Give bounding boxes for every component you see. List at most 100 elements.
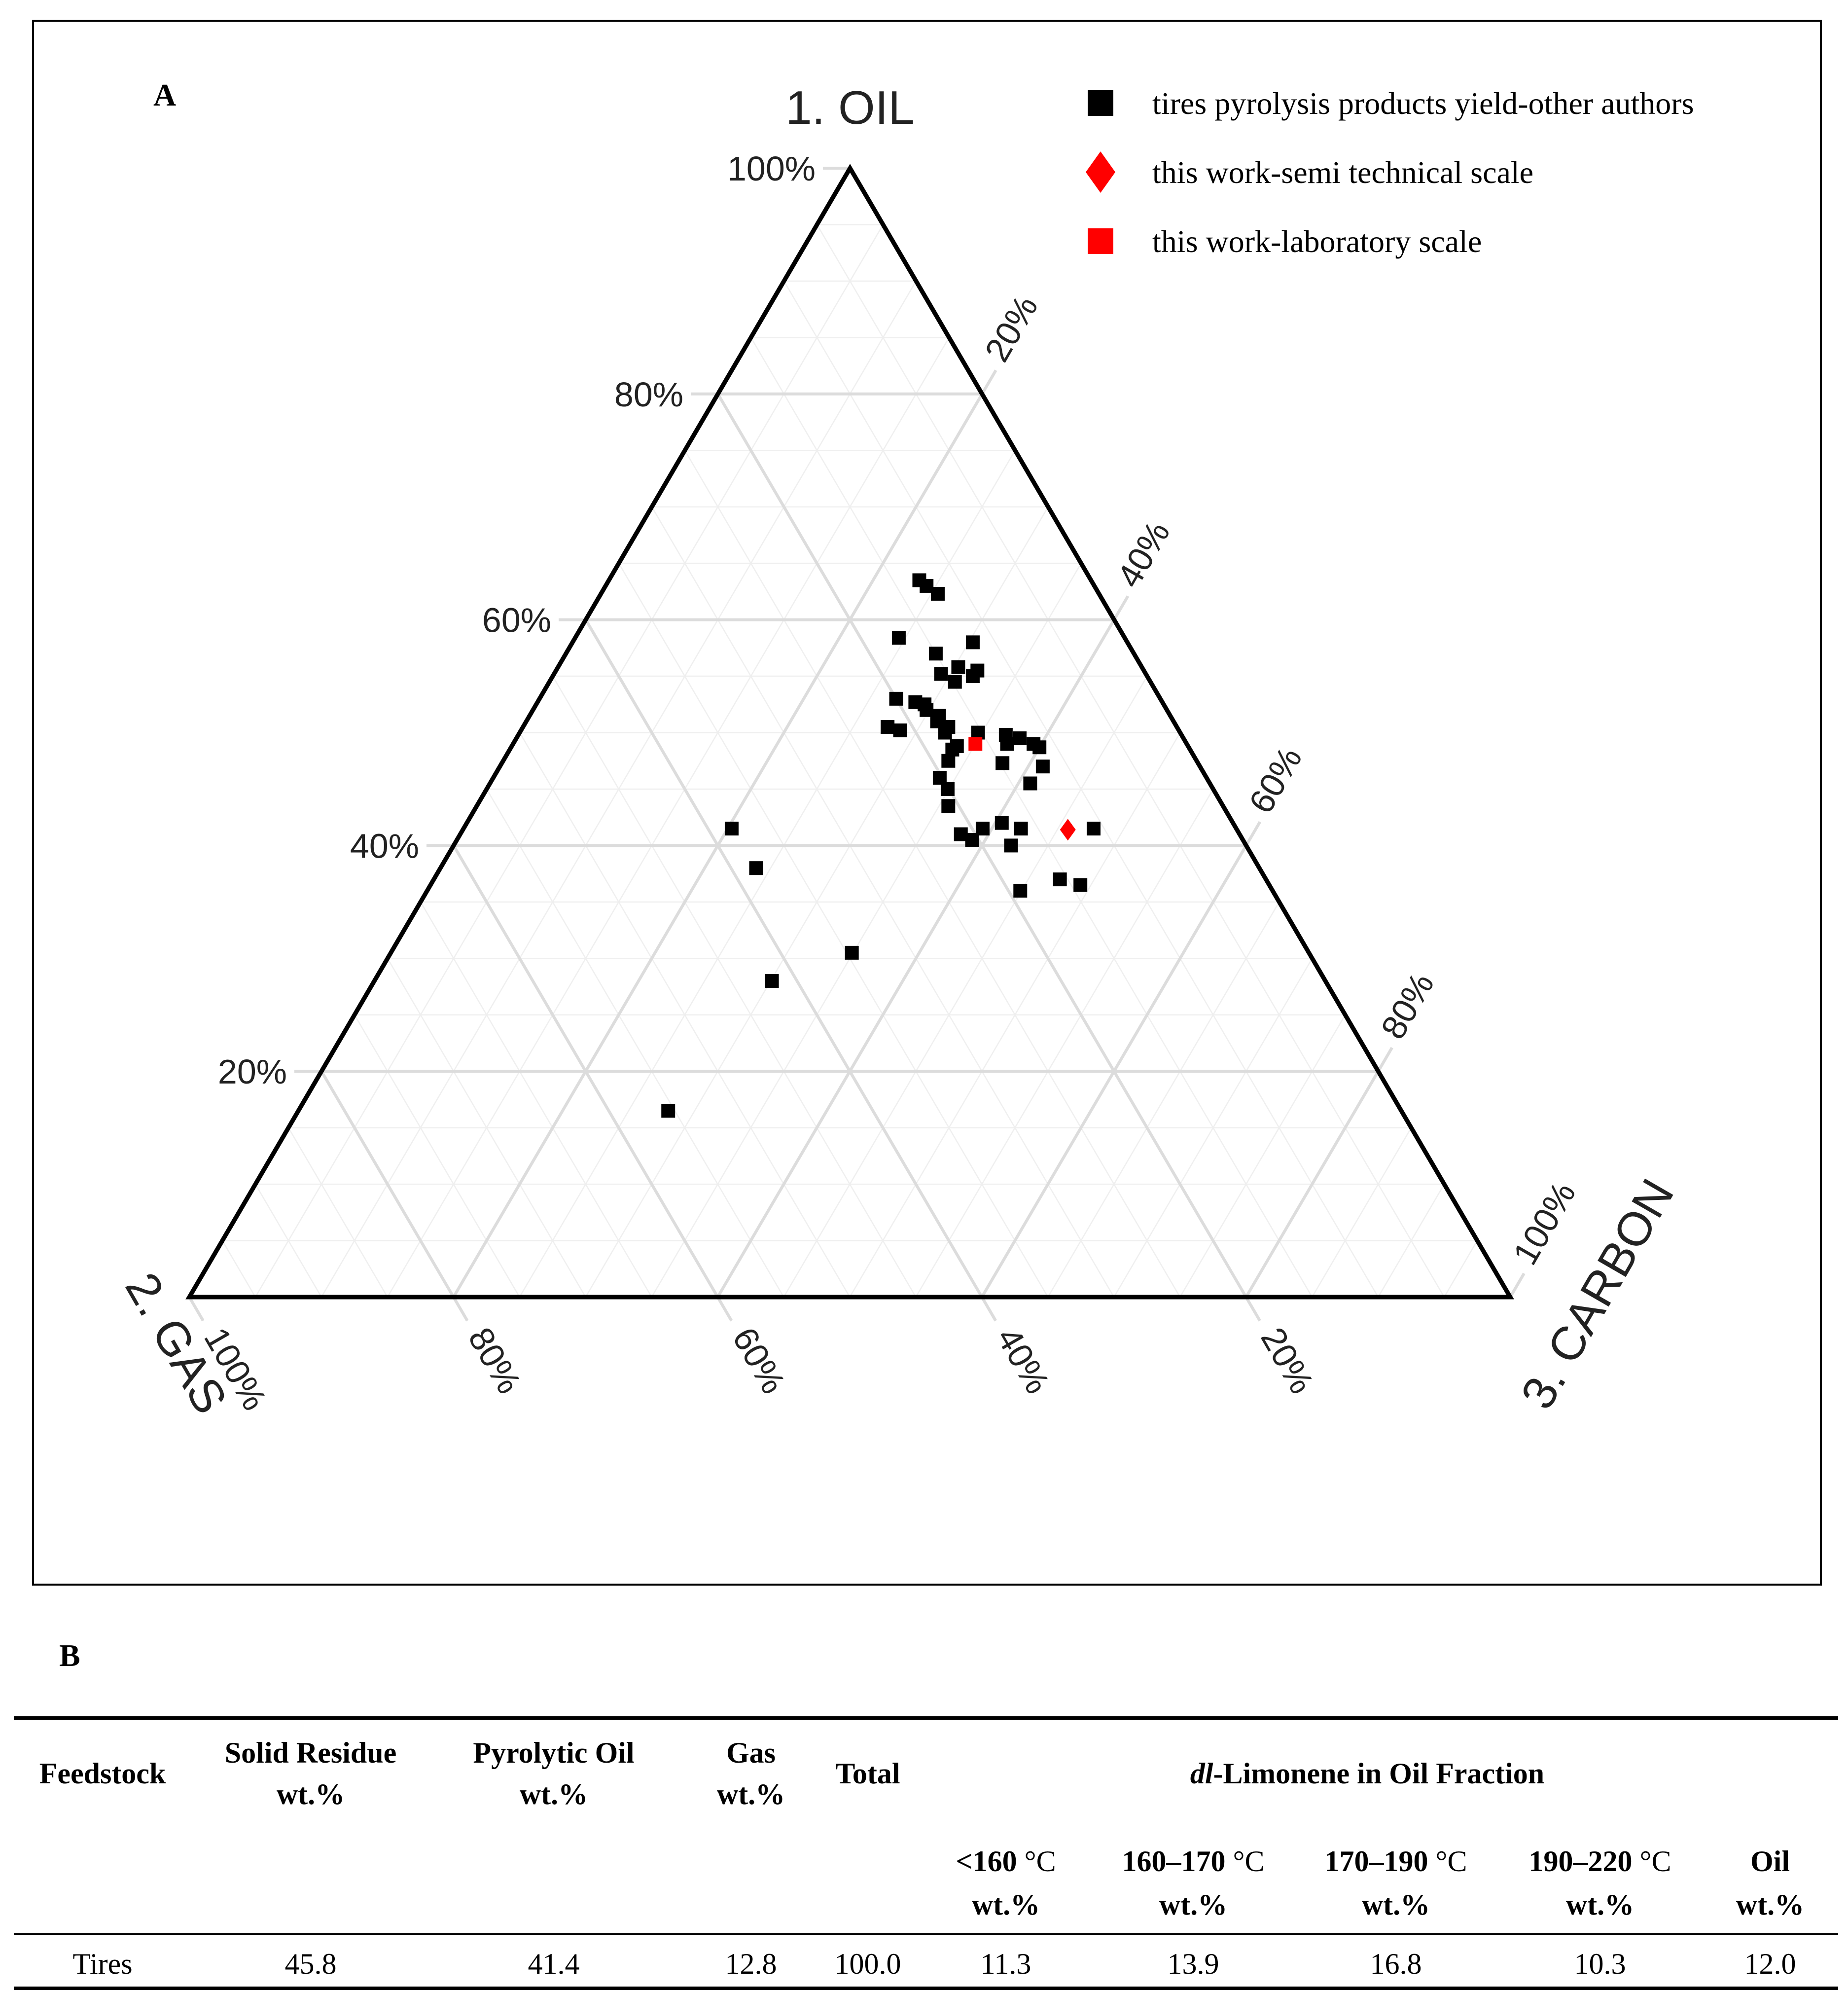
point-other-authors — [1053, 872, 1067, 887]
point-other-authors — [1032, 740, 1047, 755]
point-other-authors — [948, 675, 962, 689]
point-other-authors — [893, 723, 907, 737]
gas-tick — [980, 1296, 997, 1322]
grid-major-line — [320, 1070, 455, 1298]
point-other-authors — [1035, 760, 1050, 774]
grid-minor-line — [1179, 1014, 1346, 1298]
cell-pyrolytic-oil: 41.4 — [528, 1948, 580, 1980]
cell-limonene-170-190: 16.8 — [1370, 1948, 1422, 1980]
oil-tick-label: 80% — [614, 375, 683, 414]
header-temp-1: <160 °C — [956, 1839, 1056, 1884]
gas-tick-label: 40% — [989, 1321, 1057, 1400]
point-other-authors — [1073, 878, 1088, 892]
point-other-authors — [995, 756, 1010, 770]
carbon-tick — [1113, 595, 1130, 621]
header-temp-3-value: 170–190 — [1324, 1845, 1428, 1878]
oil-tick-label: 20% — [218, 1052, 287, 1091]
grid-minor-line — [552, 676, 917, 1298]
ternary-chart: 100% 80% 60% 40% 20% 100% 80% 60% 40% 20% 20% 40% 60… — [115, 81, 1694, 1423]
point-other-authors — [965, 635, 980, 650]
gas-tick — [716, 1296, 733, 1322]
table-top-rule — [14, 1716, 1838, 1720]
point-other-authors — [749, 861, 763, 875]
header-temp-3-wt: wt.% — [1361, 1888, 1430, 1921]
gas-tick-label: 20% — [1253, 1321, 1321, 1400]
legend-marker-diamond — [1086, 151, 1115, 193]
header-oil-wt: wt.% — [1736, 1888, 1805, 1921]
oil-tick-label: 100% — [727, 149, 816, 188]
header-limonene-group: dl-Limonene in Oil Fraction — [1190, 1751, 1544, 1796]
point-other-authors — [1023, 776, 1037, 791]
carbon-tick-label: 20% — [977, 289, 1045, 368]
grid-minor-line — [387, 337, 950, 1298]
header-solid-residue: Solid Residue — [224, 1737, 397, 1769]
point-other-authors — [891, 631, 906, 645]
grid-minor-line — [254, 224, 884, 1298]
point-other-authors — [995, 816, 1009, 830]
header-temp-1-wt: wt.% — [971, 1888, 1040, 1921]
header-temp-1-value: <160 — [956, 1845, 1017, 1878]
header-oil: Oil — [1750, 1845, 1790, 1878]
header-temp-3-unit: °C — [1435, 1845, 1467, 1878]
grid-minor-line — [849, 732, 1181, 1298]
tick-marks — [188, 167, 1526, 1322]
header-temp-1-unit: °C — [1024, 1845, 1056, 1878]
point-other-authors — [1012, 731, 1027, 745]
point-other-authors — [765, 974, 779, 988]
point-other-authors — [1086, 822, 1101, 836]
cell-feedstock: Tires — [72, 1948, 133, 1980]
cell-solid-residue: 45.8 — [284, 1948, 337, 1980]
cell-gas: 12.8 — [725, 1948, 777, 1980]
point-other-authors — [881, 720, 895, 734]
header-limonene-rest: -Limonene in Oil Fraction — [1213, 1757, 1545, 1790]
header-solid-residue-unit: wt.% — [276, 1778, 345, 1810]
grid-minor-line — [651, 563, 1082, 1298]
carbon-tick-label: 100% — [1505, 1175, 1583, 1271]
panel-letter-b: B — [59, 1638, 80, 1673]
point-other-authors — [1004, 838, 1018, 853]
header-limonene-italic: dl — [1190, 1757, 1213, 1790]
grid-major-line — [980, 844, 1247, 1298]
header-temp-2-wt: wt.% — [1159, 1888, 1228, 1921]
gas-tick — [188, 1296, 205, 1322]
grid-major-line — [1244, 1070, 1380, 1298]
header-temp-4: 190–220 °C — [1528, 1839, 1671, 1884]
oil-tick-label: 40% — [350, 827, 419, 865]
legend-marker-square — [1088, 228, 1113, 254]
grid-minor-line — [486, 789, 784, 1298]
cell-limonene-190-220: 10.3 — [1574, 1948, 1626, 1980]
grid-minor-line — [915, 789, 1214, 1298]
cell-limonene-160-170: 13.9 — [1167, 1948, 1219, 1980]
grid-major-line — [584, 619, 983, 1298]
header-pyrolytic-oil: Pyrolytic Oil — [473, 1737, 635, 1769]
panel-letter-a: A — [153, 77, 177, 112]
legend: tires pyrolysis products yield-other aut… — [1086, 86, 1694, 259]
tick-labels: 100% 80% 60% 40% 20% 100% 80% 60% 40% 20% 20% 40% 60… — [197, 149, 1583, 1417]
gas-tick — [452, 1296, 469, 1322]
point-other-authors — [941, 799, 956, 813]
header-temp-4-value: 190–220 — [1528, 1845, 1633, 1878]
carbon-tick — [1509, 1272, 1526, 1298]
header-temp-4-wt: wt.% — [1565, 1888, 1635, 1921]
grid-minor-line — [519, 450, 1016, 1298]
legend-label: tires pyrolysis products yield-other aut… — [1152, 86, 1694, 121]
grid-minor-line — [1113, 958, 1313, 1298]
point-other-authors — [930, 586, 945, 601]
header-gas: Gas — [726, 1737, 776, 1769]
point-other-authors — [951, 660, 965, 674]
legend-label: this work-laboratory scale — [1152, 224, 1482, 259]
point-other-authors — [1014, 822, 1028, 836]
legend-label: this work-semi technical scale — [1152, 155, 1533, 190]
header-temp-4-unit: °C — [1639, 1845, 1671, 1878]
grid-major — [320, 392, 1380, 1298]
grid-minor-line — [354, 1014, 520, 1298]
grid-minor-line — [1378, 1184, 1445, 1298]
point-other-authors — [965, 669, 980, 684]
point-other-authors — [934, 667, 948, 681]
cell-total: 100.0 — [834, 1948, 901, 1980]
point-other-authors — [928, 647, 943, 661]
point-other-authors — [940, 782, 955, 796]
grid-minor-line — [1047, 902, 1280, 1298]
point-other-authors — [845, 945, 859, 960]
